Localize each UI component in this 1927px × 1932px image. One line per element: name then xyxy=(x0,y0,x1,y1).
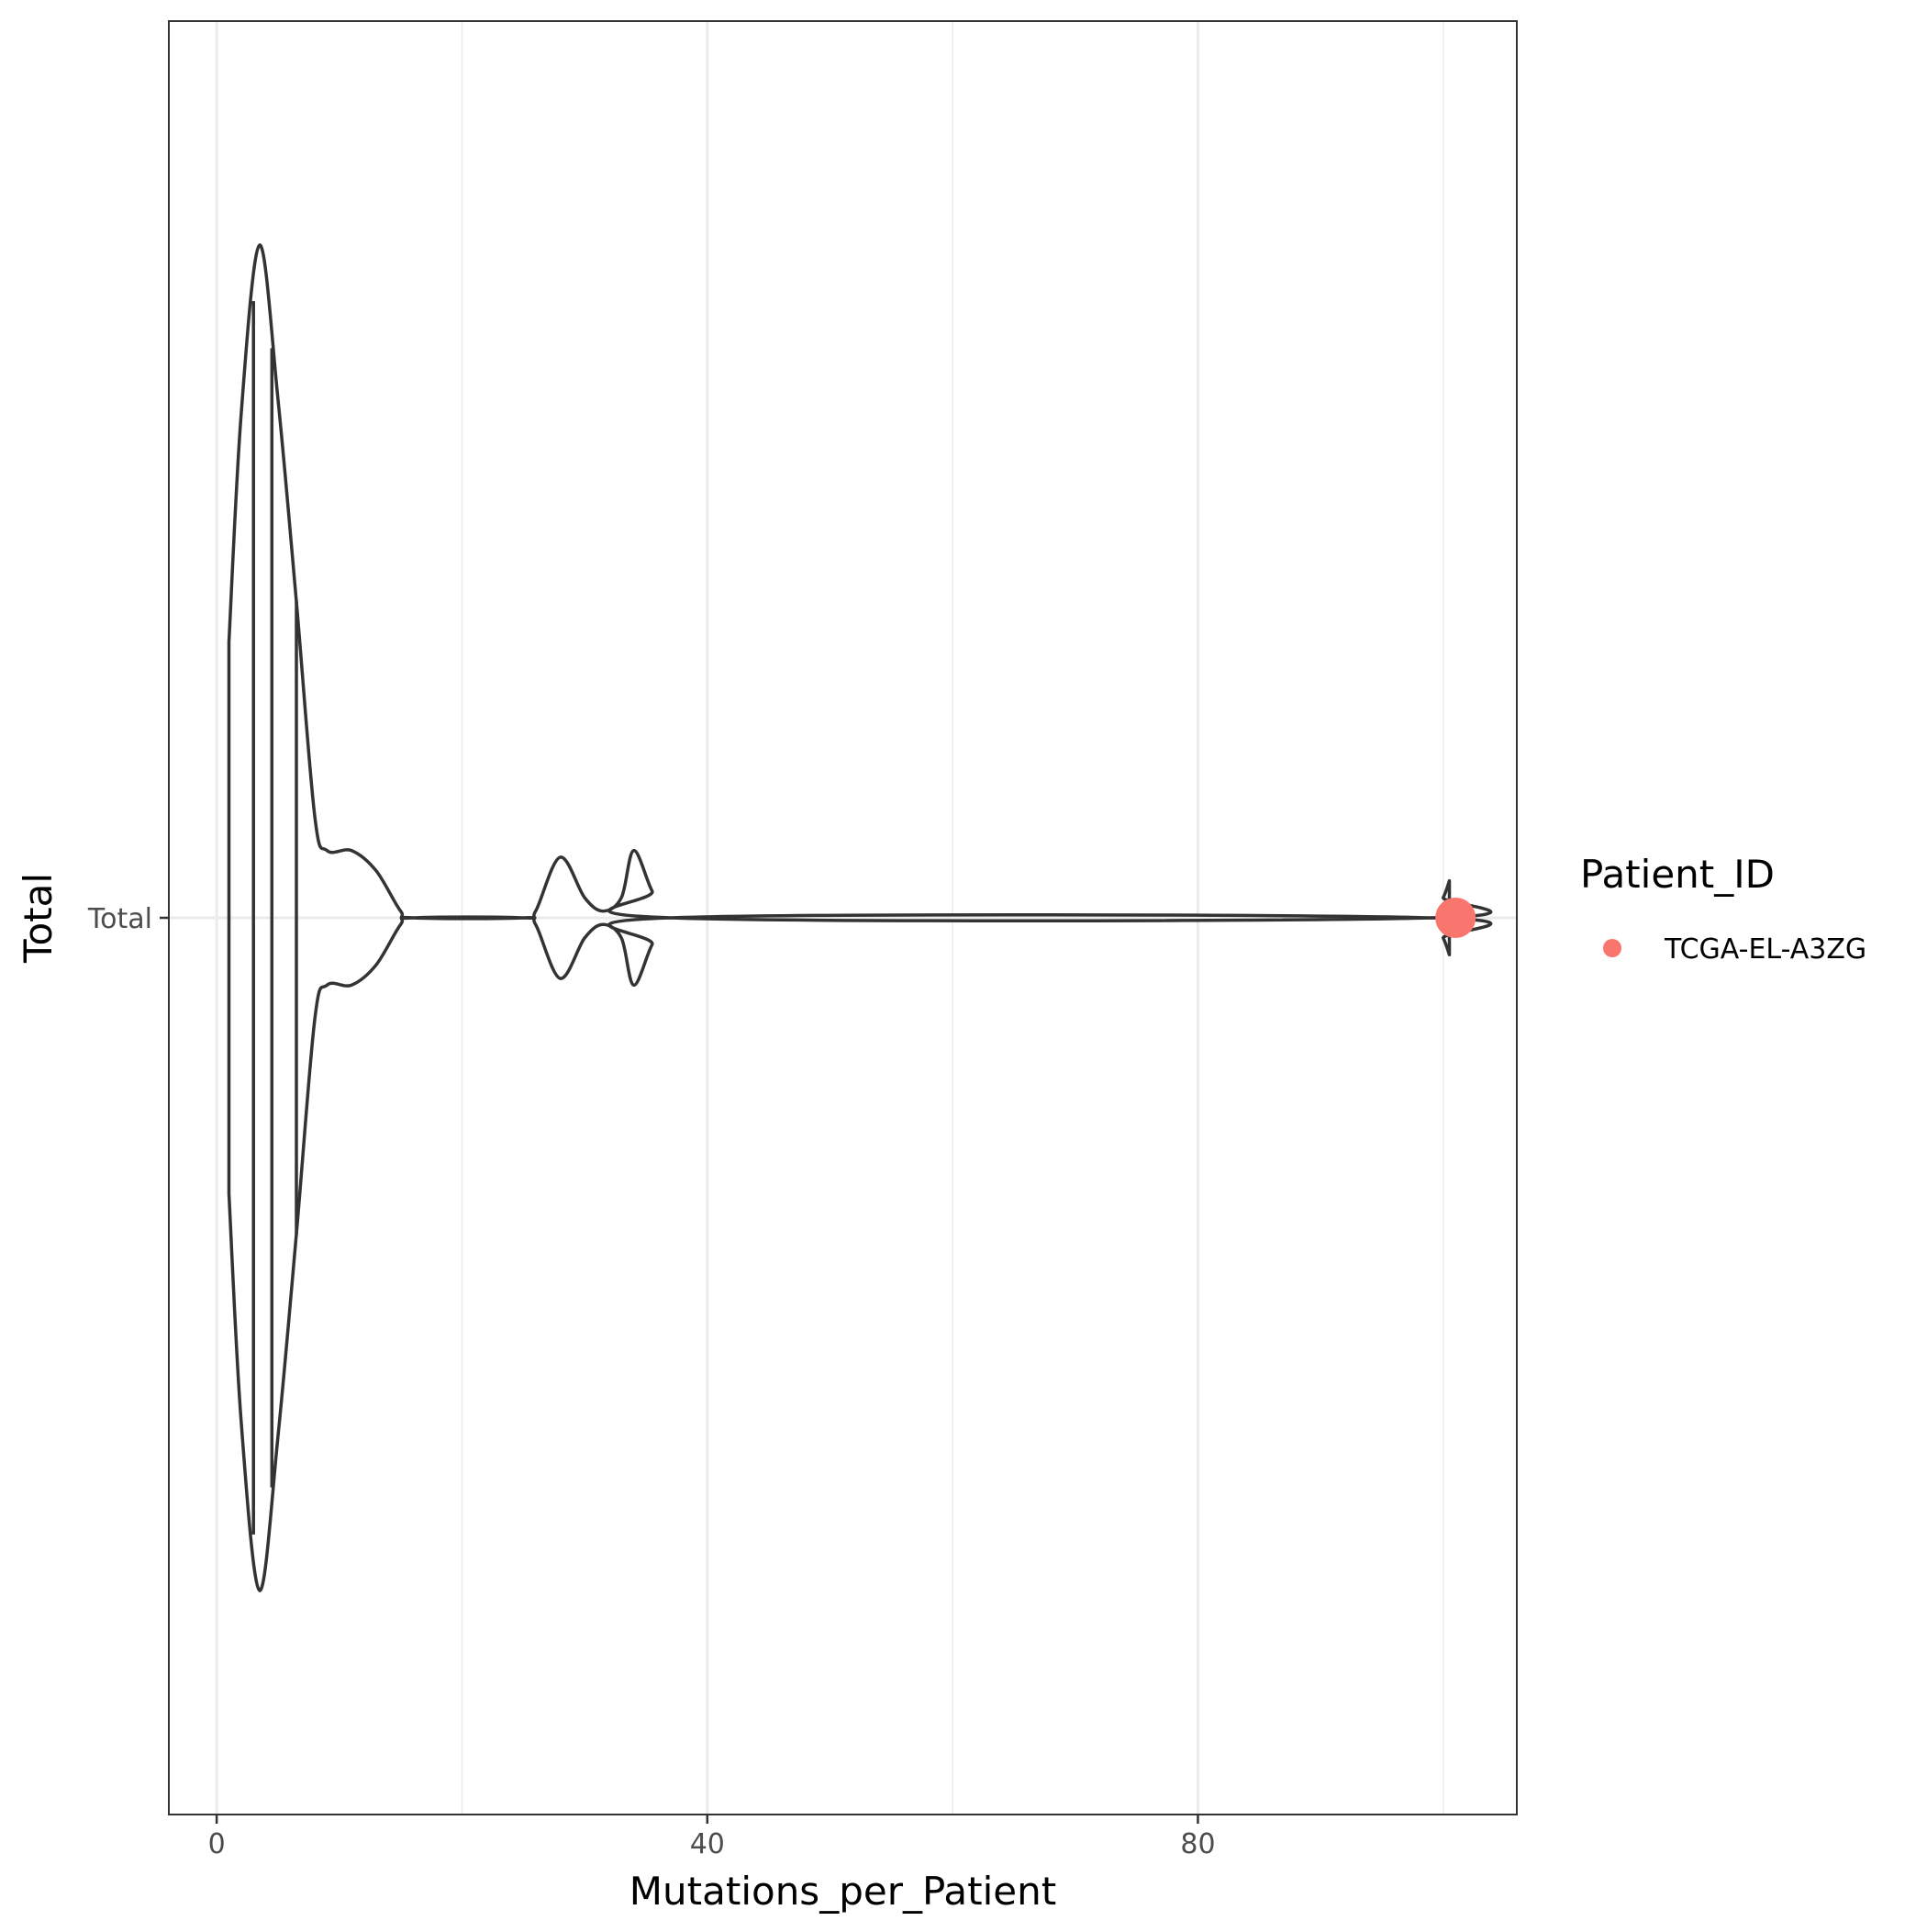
x-tick-label: 80 xyxy=(1180,1828,1215,1860)
data-point xyxy=(1435,898,1476,938)
x-axis-title: Mutations_per_Patient xyxy=(629,1869,1056,1914)
violin-outline xyxy=(227,243,1493,1592)
point-layer xyxy=(1435,898,1476,938)
violin-layer xyxy=(227,243,1493,1592)
legend-title: Patient_ID xyxy=(1580,852,1775,897)
y-axis-title: Total xyxy=(16,873,61,964)
x-tick-label: 0 xyxy=(208,1828,226,1860)
axis-layer: 0 40 80 Total xyxy=(87,903,1216,1860)
legend-entry-label: TCGA-EL-A3ZG xyxy=(1664,933,1866,966)
x-tick-label: 40 xyxy=(690,1828,725,1860)
y-tick-label: Total xyxy=(87,903,152,935)
legend: Patient_ID TCGA-EL-A3ZG xyxy=(1580,852,1866,966)
grid-layer xyxy=(169,21,1517,1815)
legend-key-point xyxy=(1603,939,1621,957)
